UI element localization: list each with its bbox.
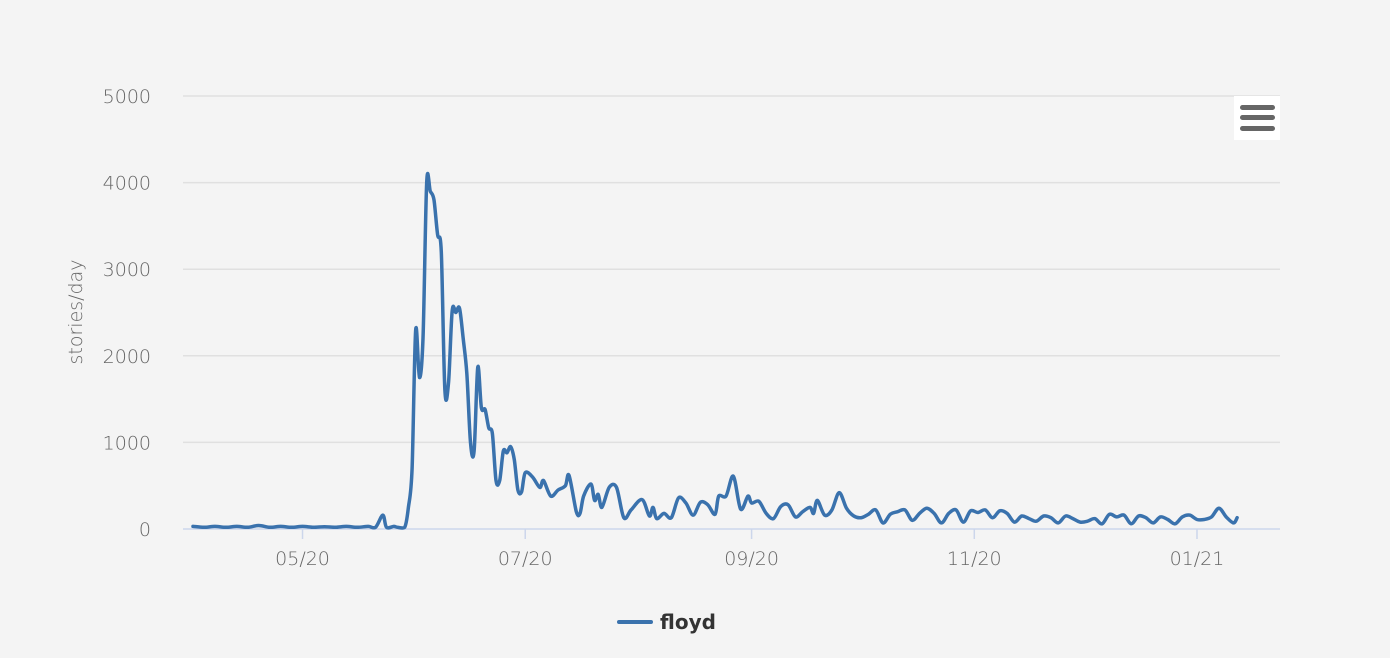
series-layer — [191, 171, 1239, 530]
y-tick-label: 2000 — [103, 346, 151, 368]
x-axis: 05/20 07/20 09/20 11/20 01/21 — [183, 528, 1280, 570]
y-tick-label: 3000 — [103, 259, 151, 281]
series-line-floyd[interactable] — [191, 171, 1239, 530]
grid-lines — [183, 95, 1280, 444]
legend-label[interactable]: floyd — [660, 610, 716, 634]
y-axis: 0 1000 2000 3000 4000 5000 — [103, 86, 151, 541]
x-tick-label: 07/20 — [498, 548, 553, 570]
x-tick-label: 05/20 — [275, 548, 330, 570]
hamburger-menu-icon — [1240, 105, 1275, 131]
y-axis-title: stories/day — [65, 259, 87, 364]
x-tick-label: 11/20 — [947, 548, 1002, 570]
x-tick-label: 01/21 — [1170, 548, 1225, 570]
y-tick-label: 1000 — [103, 432, 151, 454]
y-tick-label: 4000 — [103, 173, 151, 195]
y-tick-label: 0 — [139, 519, 151, 541]
legend[interactable]: floyd — [617, 610, 716, 634]
x-tick-label: 09/20 — [724, 548, 779, 570]
chart-menu-button[interactable] — [1234, 96, 1280, 140]
y-tick-label: 5000 — [103, 86, 151, 108]
